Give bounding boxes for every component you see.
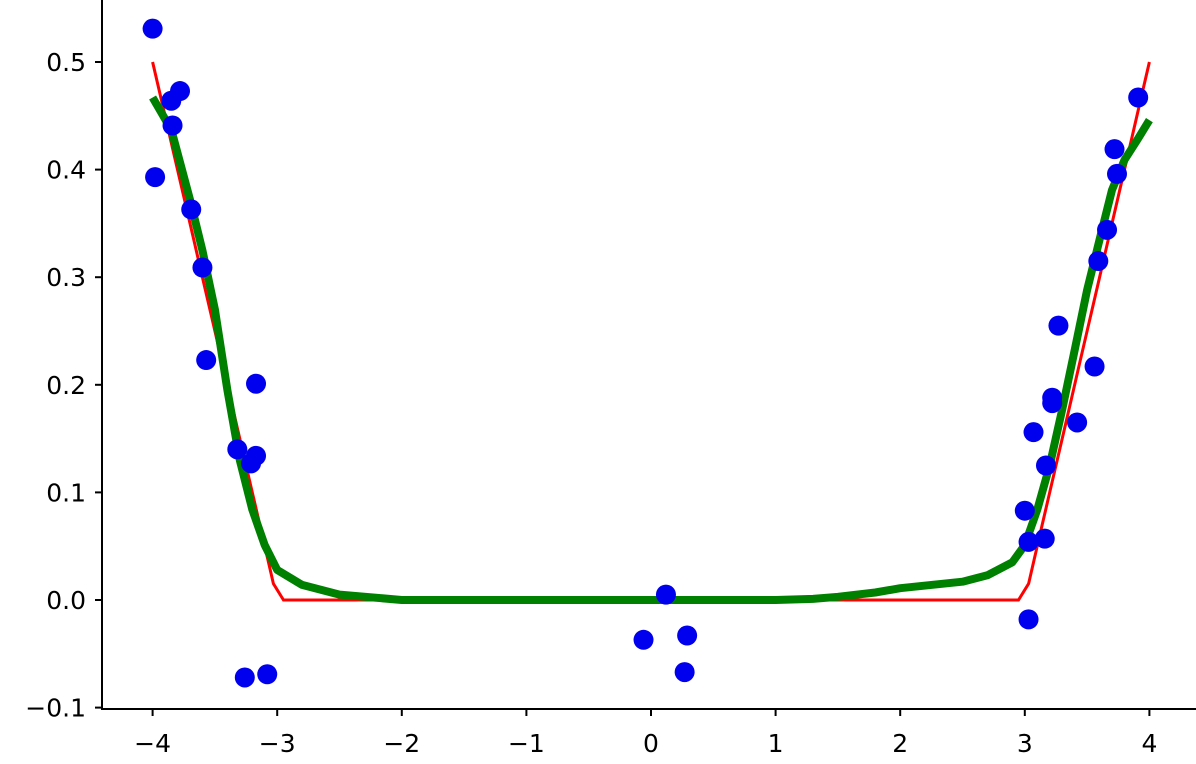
data-point xyxy=(234,667,255,688)
y-tick-label: 0.4 xyxy=(46,156,86,185)
y-tick-label: −0.1 xyxy=(25,694,86,723)
x-tick-label: −1 xyxy=(508,729,545,758)
x-tick-label: −3 xyxy=(259,729,296,758)
red-line xyxy=(151,61,1151,602)
data-point xyxy=(227,439,248,460)
data-point xyxy=(1084,356,1105,377)
data-point xyxy=(674,662,695,683)
data-point xyxy=(145,167,166,188)
y-axis-ticks: −0.1 0.0 0.1 0.2 0.3 0.4 0.5 xyxy=(25,48,102,723)
data-point xyxy=(1034,528,1055,549)
data-point xyxy=(1042,393,1063,414)
plot-lines xyxy=(149,61,1153,604)
data-point xyxy=(1035,455,1056,476)
data-point xyxy=(1018,531,1039,552)
data-point xyxy=(1088,251,1109,272)
data-point xyxy=(246,445,267,466)
data-point xyxy=(1107,163,1128,184)
data-point xyxy=(633,629,654,650)
y-tick-label: 0.0 xyxy=(46,586,86,615)
y-tick-label: 0.5 xyxy=(46,48,86,77)
data-point xyxy=(162,115,183,136)
data-point xyxy=(1018,609,1039,630)
y-tick-label: 0.2 xyxy=(46,371,86,400)
data-point xyxy=(1014,500,1035,521)
data-point xyxy=(655,584,676,605)
x-tick-label: 1 xyxy=(768,729,784,758)
data-point xyxy=(1023,422,1044,443)
x-tick-label: 3 xyxy=(1017,729,1033,758)
data-point xyxy=(257,664,278,685)
x-axis-ticks: −4 −3 −2 −1 0 1 2 3 4 xyxy=(134,709,1157,758)
y-tick-label: 0.1 xyxy=(46,478,86,507)
data-point xyxy=(142,18,163,39)
x-tick-label: −4 xyxy=(134,729,171,758)
data-point xyxy=(192,257,213,278)
data-point xyxy=(677,625,698,646)
scatter-points xyxy=(142,18,1149,688)
x-tick-label: −2 xyxy=(383,729,420,758)
data-point xyxy=(1104,139,1125,160)
data-point xyxy=(181,199,202,220)
x-tick-label: 0 xyxy=(643,729,659,758)
data-point xyxy=(170,81,191,102)
data-point xyxy=(1128,87,1149,108)
data-point xyxy=(246,373,267,394)
data-point xyxy=(1097,219,1118,240)
y-tick-label: 0.3 xyxy=(46,263,86,292)
data-point xyxy=(1048,315,1069,336)
data-point xyxy=(196,350,217,371)
green-curve xyxy=(149,95,1153,604)
x-tick-label: 4 xyxy=(1141,729,1157,758)
data-point xyxy=(1067,412,1088,433)
x-tick-label: 2 xyxy=(892,729,908,758)
